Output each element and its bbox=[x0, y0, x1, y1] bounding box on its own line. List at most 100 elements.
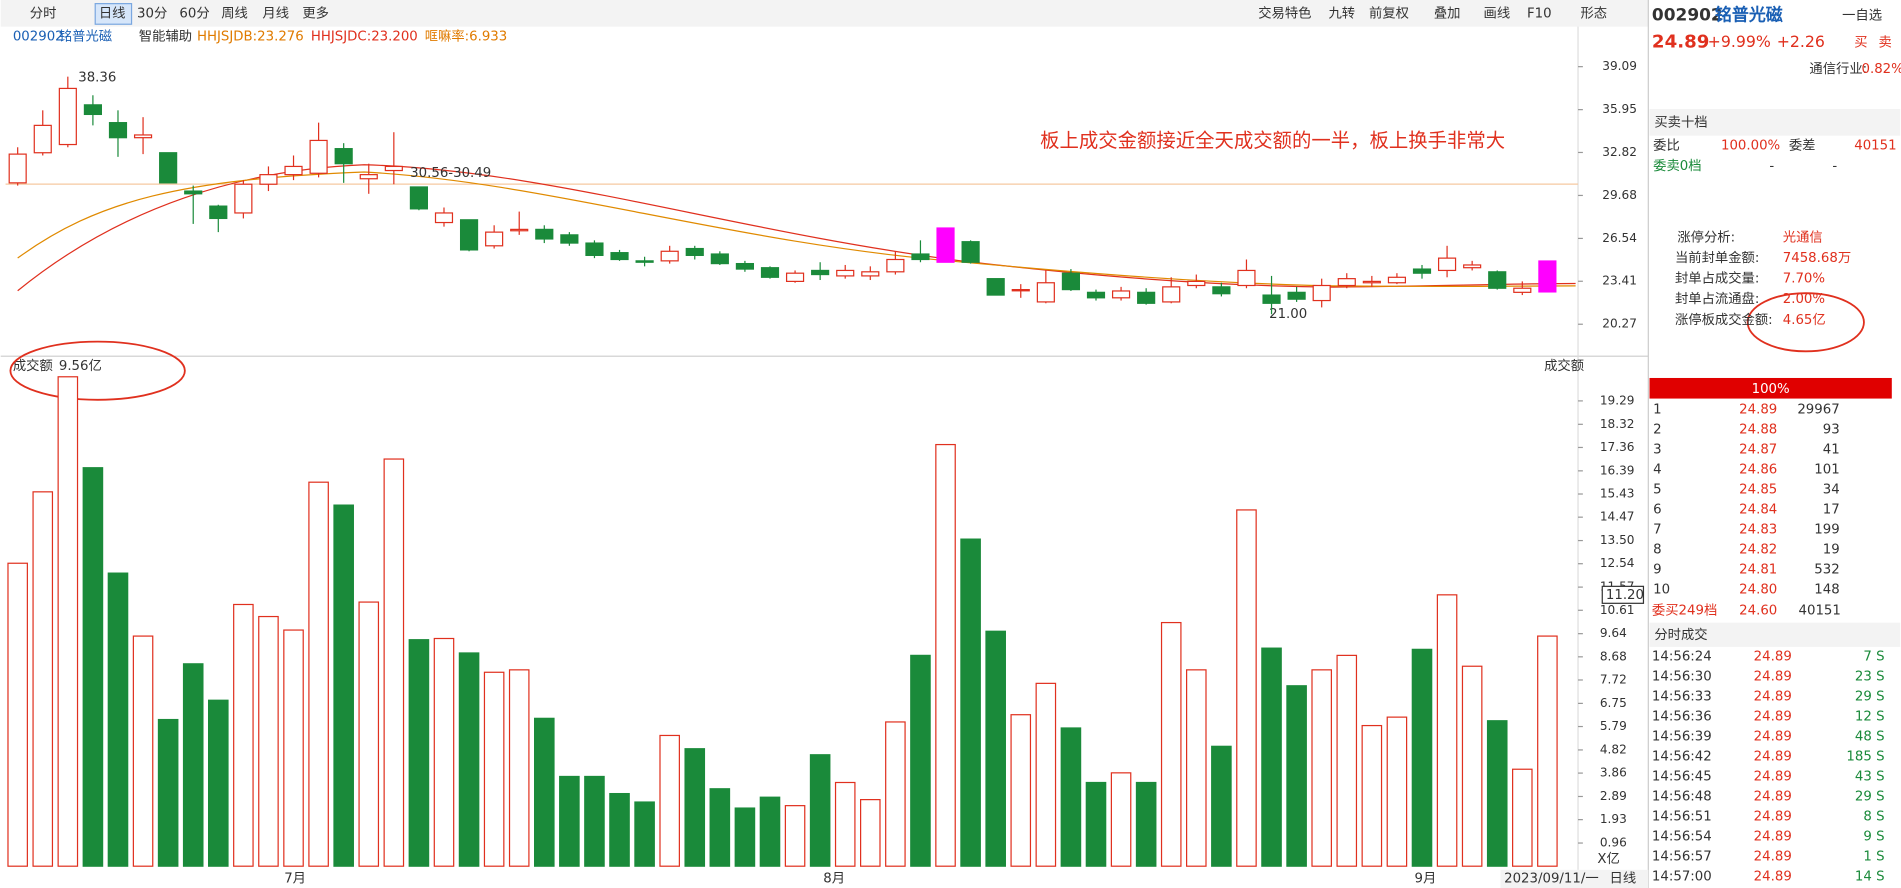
candle-body bbox=[434, 212, 454, 224]
panel-text: 0.82% bbox=[1862, 62, 1901, 77]
panel-text: 19 bbox=[1823, 542, 1840, 557]
bar bbox=[935, 443, 956, 867]
bar bbox=[1085, 781, 1107, 867]
tab[interactable]: 60分 bbox=[179, 5, 209, 21]
bar bbox=[634, 801, 655, 867]
tool[interactable]: 叠加 bbox=[1434, 5, 1461, 21]
panel-head bbox=[1649, 109, 1901, 136]
panel-text: 1 S bbox=[1863, 850, 1884, 865]
candle-body bbox=[459, 219, 479, 251]
period[interactable]: 日线 bbox=[1610, 870, 1637, 886]
y-tick-label: 0.96 bbox=[1600, 836, 1627, 850]
panel-text: 148 bbox=[1814, 582, 1839, 597]
date: 2023/09/11/一 bbox=[1504, 871, 1599, 886]
bar bbox=[32, 491, 54, 867]
bar bbox=[985, 630, 1006, 867]
tool[interactable]: 九转 bbox=[1328, 5, 1355, 21]
panel-text: 6 bbox=[1653, 502, 1661, 517]
panel-text[interactable]: 买 bbox=[1854, 34, 1867, 50]
candle-body bbox=[1412, 268, 1432, 274]
tool[interactable]: 交易特色 bbox=[1258, 4, 1311, 21]
indicator: HHJSJDC:23.200 bbox=[311, 29, 418, 44]
candle-body bbox=[936, 227, 955, 263]
candle-body bbox=[610, 252, 629, 261]
y-tick-label: 5.79 bbox=[1600, 719, 1627, 733]
bar bbox=[1035, 682, 1057, 867]
bar bbox=[157, 718, 179, 867]
panel-text: 4 bbox=[1653, 462, 1661, 477]
bar bbox=[383, 458, 405, 867]
panel-text: 002902 bbox=[1652, 5, 1723, 25]
panel-text: 24.89 bbox=[1754, 790, 1792, 805]
bar bbox=[1110, 772, 1132, 867]
candle-body bbox=[1437, 257, 1457, 272]
bar bbox=[659, 734, 680, 867]
panel-text: 29 S bbox=[1855, 790, 1885, 805]
candle-body bbox=[635, 260, 654, 263]
candle-body bbox=[334, 148, 353, 165]
bar bbox=[1361, 724, 1383, 867]
candle-body bbox=[83, 104, 102, 116]
panel-text: 14:56:48 bbox=[1652, 790, 1712, 805]
y-tick-label: 18.32 bbox=[1600, 417, 1635, 431]
tab[interactable]: 30分 bbox=[137, 5, 167, 21]
bar bbox=[1261, 647, 1282, 867]
panel-text: 7.70% bbox=[1783, 272, 1825, 287]
y-tick-label: 15.43 bbox=[1600, 487, 1635, 501]
panel-text: 43 S bbox=[1855, 770, 1885, 785]
bar bbox=[207, 699, 229, 867]
panel-text: 24.80 bbox=[1739, 582, 1777, 597]
tab[interactable]: 分时 bbox=[30, 5, 57, 21]
panel-text: 委比 bbox=[1653, 137, 1680, 153]
panel-text: 14:56:45 bbox=[1652, 770, 1712, 785]
candle-body bbox=[1061, 272, 1081, 291]
bar bbox=[809, 754, 831, 867]
y-tick-label: 19.29 bbox=[1600, 393, 1635, 407]
bar bbox=[584, 775, 605, 867]
panel-text: 24.88 bbox=[1739, 422, 1777, 437]
panel-text: 8 S bbox=[1863, 810, 1884, 825]
panel-text: 9 bbox=[1653, 562, 1661, 577]
note: 板上成交金额接近全天成交额的一半，板上换手非常大 bbox=[1040, 129, 1505, 152]
panel-text: 24.89 bbox=[1754, 670, 1792, 685]
candle-body bbox=[1162, 286, 1181, 303]
candle-body bbox=[1287, 291, 1306, 300]
panel-text: 14:56:57 bbox=[1652, 850, 1712, 865]
candle-body bbox=[961, 241, 980, 263]
tab[interactable]: 更多 bbox=[302, 4, 329, 21]
candle-body bbox=[585, 242, 604, 256]
tab[interactable]: 日线 bbox=[99, 5, 126, 21]
x-axis-bar bbox=[1500, 869, 1649, 888]
candle-body bbox=[108, 122, 128, 139]
y-tick-label: 26.54 bbox=[1602, 231, 1637, 245]
panel-text: 100% bbox=[1752, 382, 1790, 397]
panel-text: 7 S bbox=[1863, 650, 1884, 665]
panel-text[interactable]: 一自选 bbox=[1842, 8, 1882, 24]
y-tick-label: 20.27 bbox=[1602, 317, 1637, 331]
candle-body bbox=[535, 228, 554, 240]
panel-text: 24.89 bbox=[1652, 31, 1709, 52]
tool[interactable]: F10 bbox=[1527, 6, 1552, 21]
bar bbox=[82, 467, 104, 867]
tab[interactable]: 月线 bbox=[262, 5, 289, 21]
panel-text: 2.00% bbox=[1783, 292, 1825, 307]
tool[interactable]: 形态 bbox=[1580, 5, 1607, 21]
tool[interactable]: 前复权 bbox=[1369, 4, 1409, 21]
bar bbox=[308, 481, 329, 867]
ma-line bbox=[17, 171, 1576, 288]
panel-text: 532 bbox=[1814, 562, 1839, 577]
panel-text[interactable]: 卖 bbox=[1878, 34, 1891, 50]
candle-body bbox=[409, 186, 428, 210]
y-tick-label: 12.54 bbox=[1600, 556, 1635, 570]
panel-text: 3 bbox=[1653, 442, 1661, 457]
bar bbox=[709, 788, 731, 867]
assist[interactable]: 智能辅助 bbox=[139, 28, 192, 44]
panel-text: 24.89 bbox=[1754, 650, 1792, 665]
tab[interactable]: 周线 bbox=[221, 5, 248, 21]
right-panel bbox=[1649, 109, 1901, 647]
y-tick-label: 4.82 bbox=[1600, 742, 1627, 756]
bar bbox=[1236, 509, 1257, 867]
tool[interactable]: 画线 bbox=[1484, 5, 1511, 21]
panel-text: 14:56:30 bbox=[1652, 670, 1712, 685]
